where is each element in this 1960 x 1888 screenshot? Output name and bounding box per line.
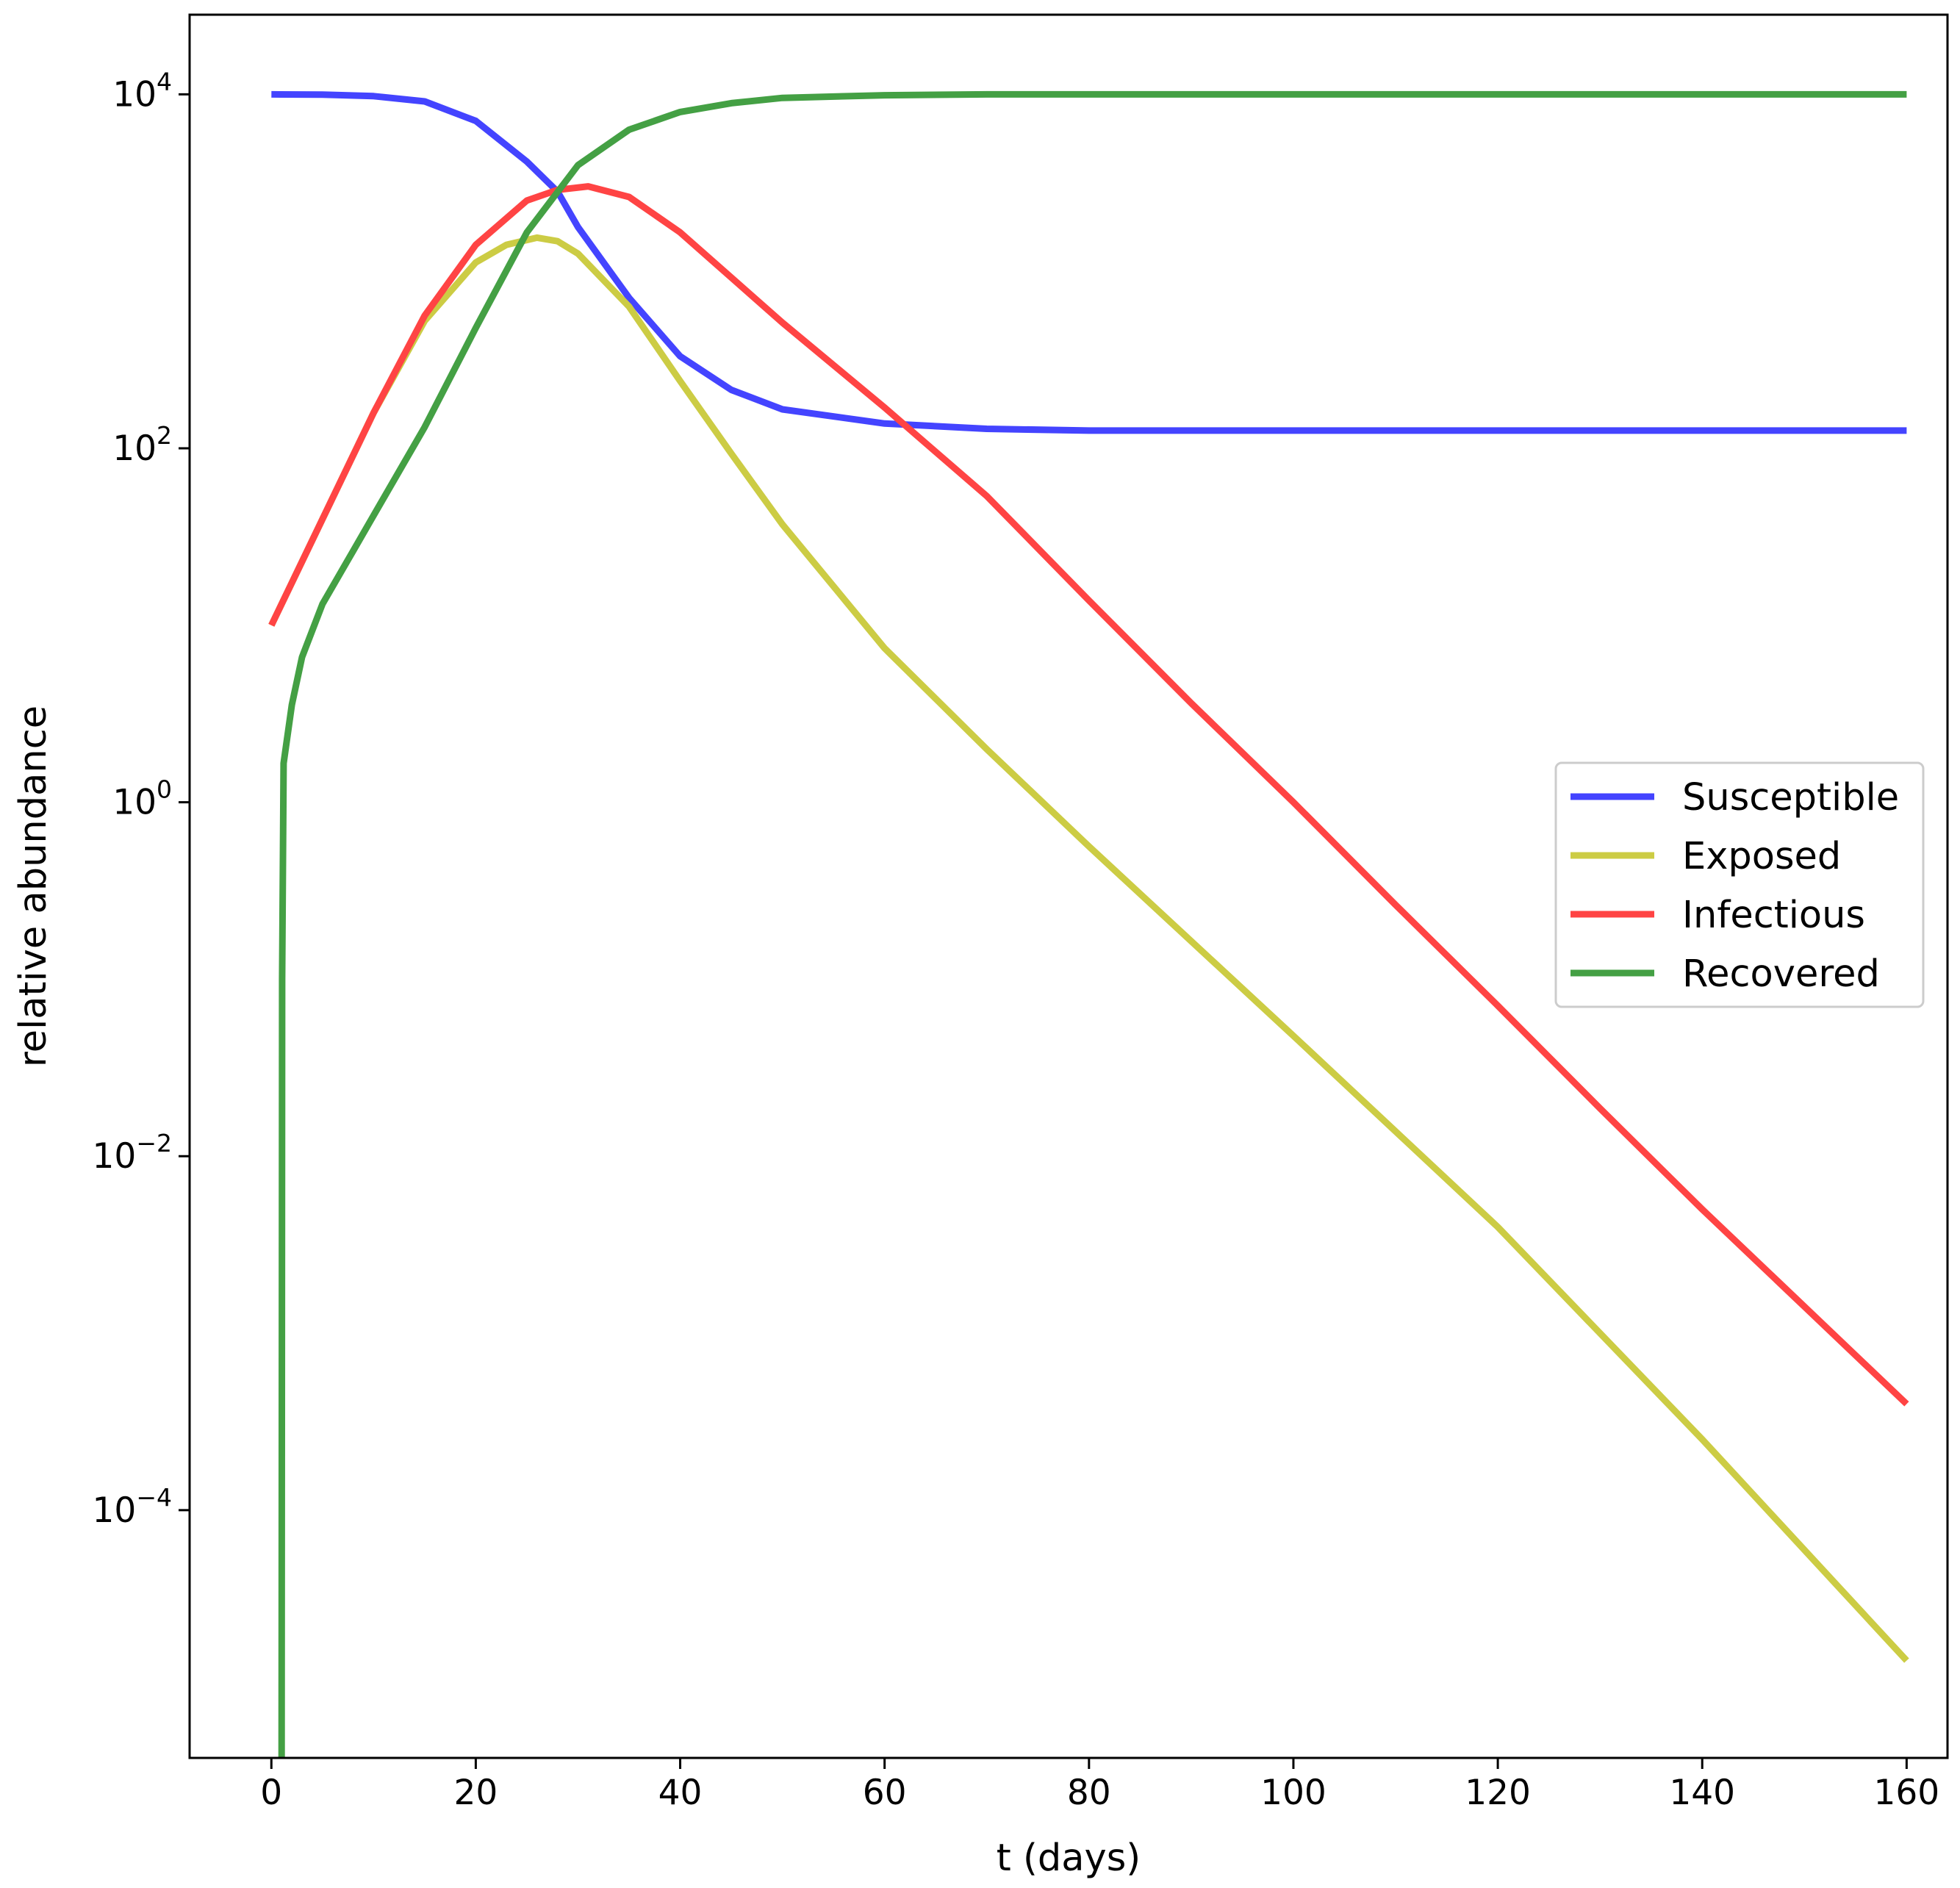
x-tick-label: 80 [1067, 1773, 1111, 1813]
y-axis-label: relative abundance [12, 706, 55, 1067]
x-tick-label: 60 [863, 1773, 907, 1813]
series-exposed-line [268, 234, 1909, 1663]
legend-box [1554, 761, 1925, 1008]
x-tick-label: 40 [658, 1773, 703, 1813]
y-tick-label: 102 [112, 421, 172, 469]
legend-label-recovered: Recovered [1682, 952, 1880, 996]
series-susceptible-line [271, 90, 1907, 434]
series-infectious-line [268, 183, 1909, 1407]
legend-label-infectious: Infectious [1682, 894, 1865, 937]
x-axis-label: t (days) [997, 1837, 1141, 1880]
series-layer [268, 90, 1909, 1758]
y-tick-label: 104 [112, 67, 172, 115]
plot-frame [188, 13, 1949, 1759]
y-axis: 104 102 100 10−2 10−4 [93, 67, 190, 1531]
x-tick-label: 160 [1874, 1773, 1940, 1813]
y-tick-label: 10−4 [93, 1483, 172, 1531]
x-tick-label: 100 [1260, 1773, 1327, 1813]
series-recovered-line [278, 90, 1907, 1758]
x-tick-label: 20 [453, 1773, 498, 1813]
legend: Susceptible Exposed Infectious Recovered [1554, 761, 1925, 1008]
x-tick-label: 0 [260, 1773, 282, 1813]
legend-label-susceptible: Susceptible [1682, 776, 1899, 819]
x-tick-label: 120 [1465, 1773, 1531, 1813]
x-axis: 0 20 40 60 80 100 120 140 160 [260, 1758, 1939, 1813]
y-tick-label: 10−2 [93, 1129, 172, 1177]
y-tick-label: 100 [112, 775, 172, 823]
x-tick-label: 140 [1669, 1773, 1735, 1813]
legend-label-exposed: Exposed [1682, 835, 1841, 878]
